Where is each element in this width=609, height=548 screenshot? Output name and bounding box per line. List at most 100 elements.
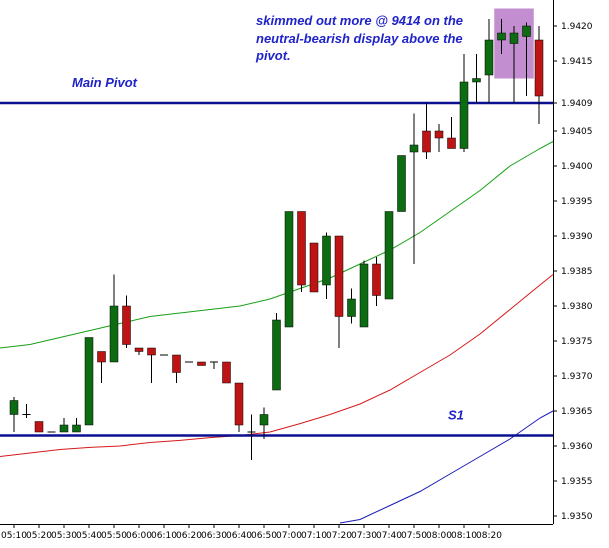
annotation-line-2: neutral-bearish display above the xyxy=(256,31,463,46)
y-tick-label: 1.9385 xyxy=(561,267,593,277)
candle xyxy=(509,26,519,103)
x-tick-label: 06:00 xyxy=(126,531,152,541)
candle xyxy=(210,361,218,369)
candle-body xyxy=(459,81,469,149)
candle xyxy=(297,211,306,292)
candle xyxy=(322,232,331,299)
candle-body xyxy=(222,361,231,384)
y-tick-label: 1.9395 xyxy=(561,197,593,207)
candle xyxy=(147,347,156,383)
candle xyxy=(59,418,69,433)
candle xyxy=(122,295,131,348)
level-label-s1: S1 xyxy=(448,408,464,423)
candle-body xyxy=(522,25,531,37)
candle-body xyxy=(447,137,456,149)
candle-body xyxy=(197,361,206,366)
candle xyxy=(22,404,31,418)
level-label-main-pivot: Main Pivot xyxy=(72,75,138,90)
annotation: skimmed out more @ 9414 on the neutral-b… xyxy=(255,13,463,63)
annotation-line-3: pivot. xyxy=(255,48,291,63)
candle xyxy=(497,19,506,54)
candle-body xyxy=(397,155,406,212)
candle-body xyxy=(72,424,81,433)
x-tick-label: 07:30 xyxy=(351,531,377,541)
y-tick-label: 1.9390 xyxy=(561,232,593,242)
candle-body xyxy=(272,319,281,391)
candle-body xyxy=(172,354,181,373)
x-tick-label: 08:10 xyxy=(451,531,477,541)
candle xyxy=(97,351,106,383)
candle xyxy=(534,26,544,124)
candle-body xyxy=(534,39,544,97)
candle xyxy=(447,117,456,149)
candle xyxy=(334,235,344,348)
candle xyxy=(522,22,531,96)
candle-body xyxy=(409,144,419,153)
candle xyxy=(109,274,119,363)
y-tick-label: 1.9360 xyxy=(561,442,593,452)
y-tick-label: 1.9350 xyxy=(561,512,593,522)
candle xyxy=(84,337,94,426)
candle xyxy=(397,155,406,212)
candle-body xyxy=(9,400,19,415)
candle-body xyxy=(484,39,494,76)
candles xyxy=(9,19,544,460)
candle-body xyxy=(322,235,331,286)
annotation-line-1: skimmed out more @ 9414 on the xyxy=(256,13,463,28)
candle xyxy=(34,421,44,433)
y-tick-label: 1.9409 xyxy=(561,99,593,109)
x-tick-label: 06:20 xyxy=(176,531,202,541)
candle xyxy=(434,124,444,152)
y-tick-label: 1.9400 xyxy=(561,162,593,172)
x-tick-label: 07:00 xyxy=(276,531,302,541)
y-tick-label: 1.9355 xyxy=(561,477,593,487)
candle xyxy=(347,288,356,324)
y-tick-label: 1.9375 xyxy=(561,337,593,347)
moving-average-2 xyxy=(0,274,554,457)
candle-body xyxy=(297,211,306,286)
x-tick-label: 07:50 xyxy=(401,531,427,541)
candle xyxy=(372,257,381,306)
candle xyxy=(172,354,181,383)
axes: 1.9350 1.9355 1.9360 1.9365 1.9370 1.9375 1.93… xyxy=(0,0,593,541)
candle-body xyxy=(134,347,144,352)
candle-body xyxy=(509,32,519,44)
candle xyxy=(472,54,481,103)
candle xyxy=(384,211,394,300)
candle-body xyxy=(359,263,369,328)
x-tick-label: 07:10 xyxy=(301,531,327,541)
moving-average-3 xyxy=(339,410,554,524)
x-tick-label: 07:20 xyxy=(326,531,352,541)
candle xyxy=(72,418,81,433)
candle-body xyxy=(384,211,394,300)
candle-body xyxy=(422,130,431,153)
x-tick-label: 05:10 xyxy=(1,531,27,541)
y-tick-label: 1.9365 xyxy=(561,407,593,417)
candle xyxy=(359,260,369,328)
y-tick-label: 1.9420 xyxy=(561,22,593,32)
candle-body xyxy=(497,32,506,41)
candle xyxy=(409,113,419,264)
y-tick-label: 1.9415 xyxy=(561,57,593,67)
x-tick-label: 06:10 xyxy=(151,531,177,541)
y-tick-label: 1.9405 xyxy=(561,127,593,137)
candle xyxy=(134,347,144,355)
candle xyxy=(309,242,319,293)
y-tick-label: 1.9370 xyxy=(561,372,593,382)
candle-body xyxy=(122,305,131,345)
x-tick-label: 08:00 xyxy=(426,531,452,541)
candle-body xyxy=(109,305,119,363)
candle-body xyxy=(259,414,269,426)
candle-body xyxy=(34,421,44,433)
candle-body xyxy=(347,298,356,317)
candle xyxy=(197,361,206,366)
candle-body xyxy=(372,263,381,296)
candle xyxy=(247,414,256,460)
candle xyxy=(234,382,244,432)
candle xyxy=(422,103,431,159)
candle-body xyxy=(84,337,94,426)
candle-body xyxy=(59,424,69,433)
candle-body xyxy=(434,130,444,139)
y-tick-label: 1.9380 xyxy=(561,302,593,312)
